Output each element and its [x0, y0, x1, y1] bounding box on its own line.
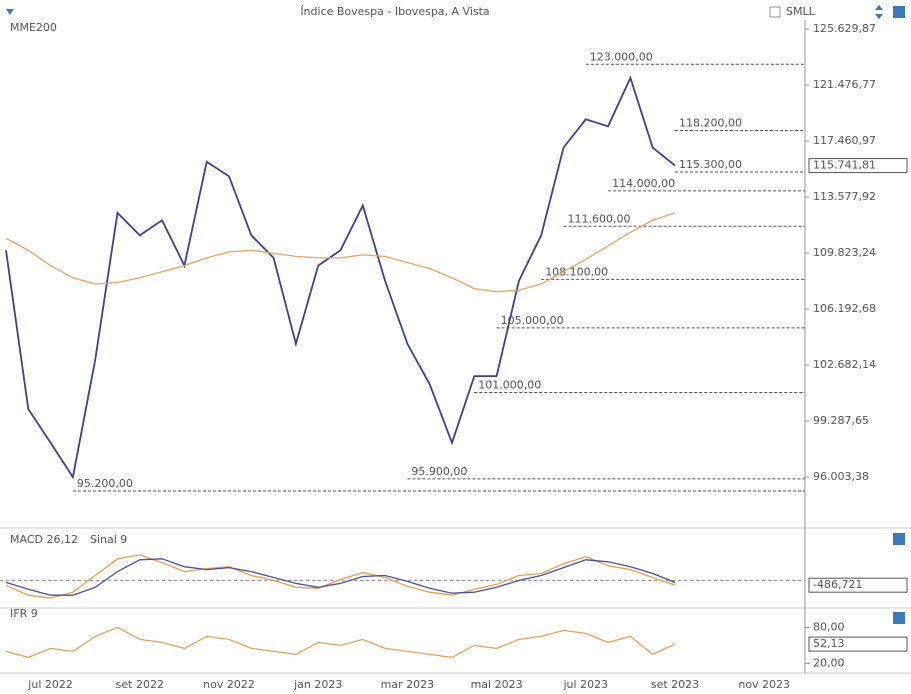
- last-value-label: -486,721: [813, 578, 862, 591]
- legend-label: MME200: [10, 21, 57, 34]
- pane-button[interactable]: [893, 612, 905, 624]
- level-label: 123.000,00: [590, 50, 653, 63]
- last-value-box: [808, 636, 908, 652]
- level-label: 95.200,00: [77, 477, 133, 490]
- x-tick-label: set 2022: [116, 678, 164, 691]
- legend-label: MACD 26,12: [10, 533, 78, 546]
- y-tick-label: 99.287,65: [813, 414, 869, 427]
- x-tick-label: mai 2023: [471, 678, 523, 691]
- level-label: 108.100,00: [545, 265, 608, 278]
- level-label: 101.000,00: [478, 379, 541, 392]
- legend-label: Sinal 9: [90, 533, 127, 546]
- chart-title: Índice Bovespa - Ibovespa, A Vista: [300, 5, 489, 18]
- y-tick-label: 113.577,92: [813, 190, 876, 203]
- x-tick-label: mar 2023: [381, 678, 434, 691]
- y-tick-label: 109.823,24: [813, 246, 876, 259]
- x-tick-label: jul 2023: [563, 678, 609, 691]
- x-tick-label: nov 2023: [738, 678, 790, 691]
- series-line: [5, 626, 676, 659]
- level-label: 95.900,00: [411, 465, 467, 478]
- series-line: [5, 75, 676, 480]
- y-tick-label: 96.003,38: [813, 470, 869, 483]
- legend-label: IFR 9: [10, 607, 38, 620]
- y-tick-label: 80,00: [813, 620, 845, 633]
- y-tick-label: 20,00: [813, 656, 845, 669]
- x-tick-label: jan 2023: [293, 678, 342, 691]
- scroll-arrows[interactable]: [875, 5, 883, 19]
- last-value-box: [808, 158, 908, 174]
- last-value-label: 115.741,81: [813, 159, 876, 172]
- level-label: 118.200,00: [679, 117, 742, 130]
- compare-checkbox[interactable]: [769, 6, 781, 18]
- level-label: 114.000,00: [612, 177, 675, 190]
- last-value-box: [808, 577, 908, 593]
- compare-label: SMLL: [786, 5, 816, 18]
- y-tick-label: 125.629,87: [813, 22, 876, 35]
- last-value-label: 52,13: [813, 637, 845, 650]
- pane-button[interactable]: [893, 6, 905, 18]
- x-tick-label: jul 2022: [27, 678, 73, 691]
- level-label: 105.000,00: [501, 314, 564, 327]
- y-tick-label: 117.460,97: [813, 134, 876, 147]
- x-tick-label: set 2023: [651, 678, 699, 691]
- series-line: [5, 558, 676, 596]
- y-tick-label: 102.682,14: [813, 358, 876, 371]
- series-line: [5, 554, 676, 599]
- series-line: [5, 212, 676, 293]
- level-label: 111.600,00: [568, 212, 631, 225]
- level-label: 115.300,00: [679, 158, 742, 171]
- y-tick-label: 106.192,68: [813, 302, 876, 315]
- menu-icon[interactable]: [6, 9, 14, 15]
- y-tick-label: 121.476,77: [813, 78, 876, 91]
- pane-button[interactable]: [893, 533, 905, 545]
- x-tick-label: nov 2022: [203, 678, 255, 691]
